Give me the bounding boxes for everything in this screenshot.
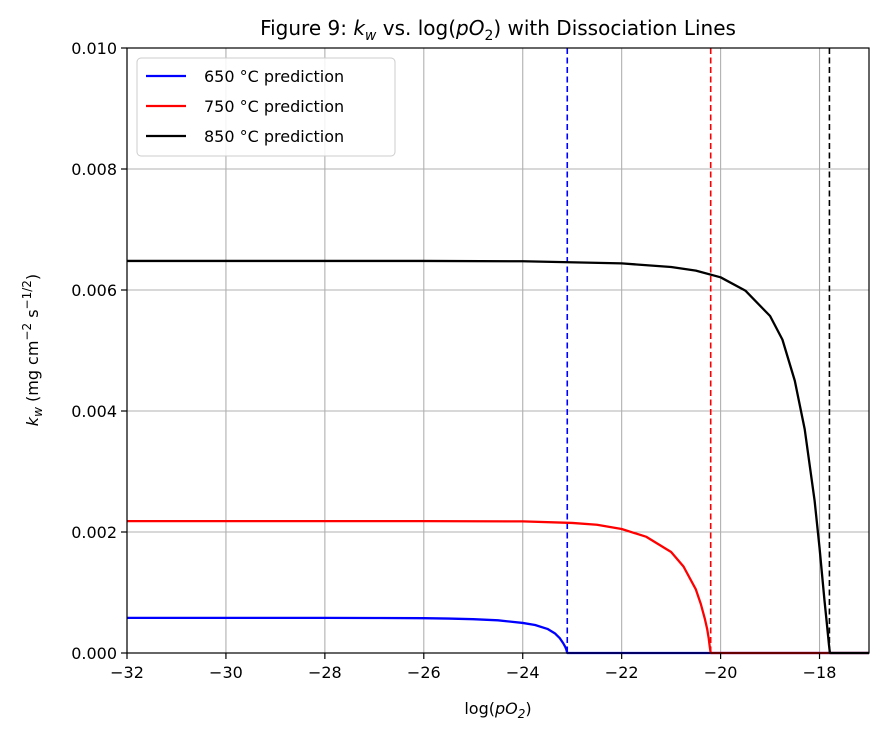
x-tick-label: −28 [308,663,342,682]
y-tick-label: 0.010 [71,39,117,58]
series-line [127,519,869,655]
y-axis-ticks: 0.000 0.002 0.004 0.006 0.008 0.010 [71,39,127,663]
x-axis-label: log(pO2) [464,699,531,721]
y-tick-label: 0.006 [71,281,117,300]
x-tick-label: −26 [407,663,441,682]
y-tick-label: 0.008 [71,160,117,179]
x-axis-ticks: −32 −30 −28 −26 −24 −22 −20 −18 [110,653,836,682]
plot-frame [126,47,870,654]
legend-box [136,57,396,157]
x-tick-label: −24 [506,663,540,682]
legend-label: 650 °C prediction [204,67,344,86]
x-tick-label: −18 [803,663,837,682]
y-tick-label: 0.002 [71,523,117,542]
y-axis-label: kw (mg cm−2 s−1/2) [20,274,45,426]
y-tick-label: 0.000 [71,644,117,663]
legend-label: 850 °C prediction [204,127,344,146]
x-tick-label: −22 [605,663,639,682]
legend-label: 750 °C prediction [204,97,344,116]
legend: 650 °C prediction 750 °C prediction 850 °C… [136,57,396,157]
series-line [127,616,869,655]
x-tick-label: −20 [704,663,738,682]
y-tick-label: 0.004 [71,402,117,421]
series-lines [127,259,869,655]
chart-title: Figure 9: kw vs. log(pO2) with Dissociat… [260,16,736,44]
dissociation-lines [566,48,831,653]
series-line [127,259,869,655]
x-tick-label: −32 [110,663,144,682]
x-tick-label: −30 [209,663,243,682]
